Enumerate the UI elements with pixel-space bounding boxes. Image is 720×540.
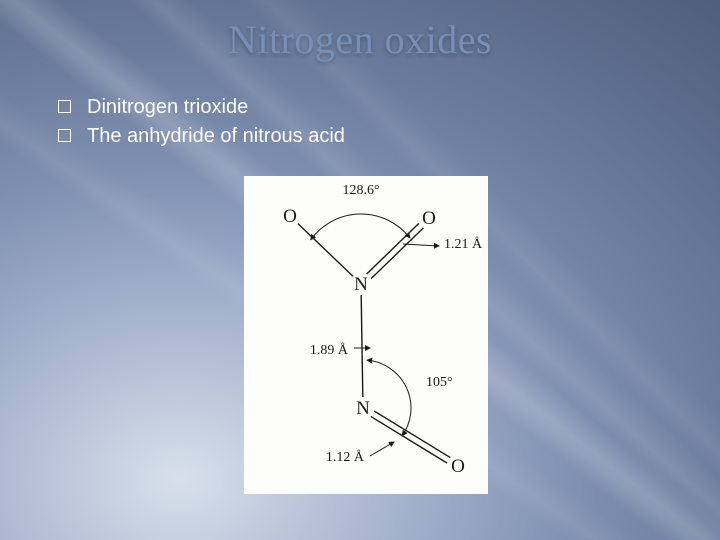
bullet-list: Dinitrogen trioxide The anhydride of nit… <box>58 96 345 154</box>
slide-title: Nitrogen oxides <box>0 16 720 63</box>
list-item: The anhydride of nitrous acid <box>58 125 345 148</box>
checkbox-icon <box>58 129 71 142</box>
list-item: Dinitrogen trioxide <box>58 96 345 119</box>
svg-text:O: O <box>283 206 297 227</box>
svg-text:N: N <box>356 398 370 419</box>
svg-text:1.12 Å: 1.12 Å <box>326 449 365 465</box>
svg-text:1.89 Å: 1.89 Å <box>310 342 349 358</box>
svg-text:O: O <box>451 456 465 477</box>
svg-text:1.21 Å: 1.21 Å <box>444 236 483 252</box>
molecule-diagram: O O N N O 128.6° 1.21 Å 1.89 Å 105° 1.12 Å <box>244 176 488 494</box>
svg-text:O: O <box>422 208 436 229</box>
bullet-text: The anhydride of nitrous acid <box>87 125 345 148</box>
svg-text:105°: 105° <box>426 375 453 390</box>
checkbox-icon <box>58 100 71 113</box>
molecule-svg: O O N N O 128.6° 1.21 Å 1.89 Å 105° 1.12 Å <box>244 176 488 494</box>
svg-text:128.6°: 128.6° <box>342 183 379 198</box>
bullet-text: Dinitrogen trioxide <box>87 96 248 119</box>
slide: Nitrogen oxides Dinitrogen trioxide The … <box>0 0 720 540</box>
svg-text:N: N <box>354 274 368 295</box>
